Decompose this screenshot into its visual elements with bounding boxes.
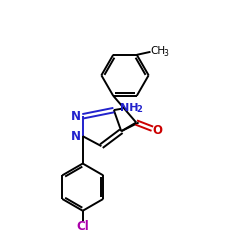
Text: O: O	[153, 124, 163, 137]
Text: CH: CH	[150, 46, 165, 56]
Text: 2: 2	[136, 105, 142, 114]
Text: NH: NH	[120, 102, 139, 113]
Text: 3: 3	[163, 49, 168, 58]
Text: N: N	[71, 110, 81, 123]
Text: Cl: Cl	[76, 220, 89, 233]
Text: N: N	[71, 130, 81, 143]
